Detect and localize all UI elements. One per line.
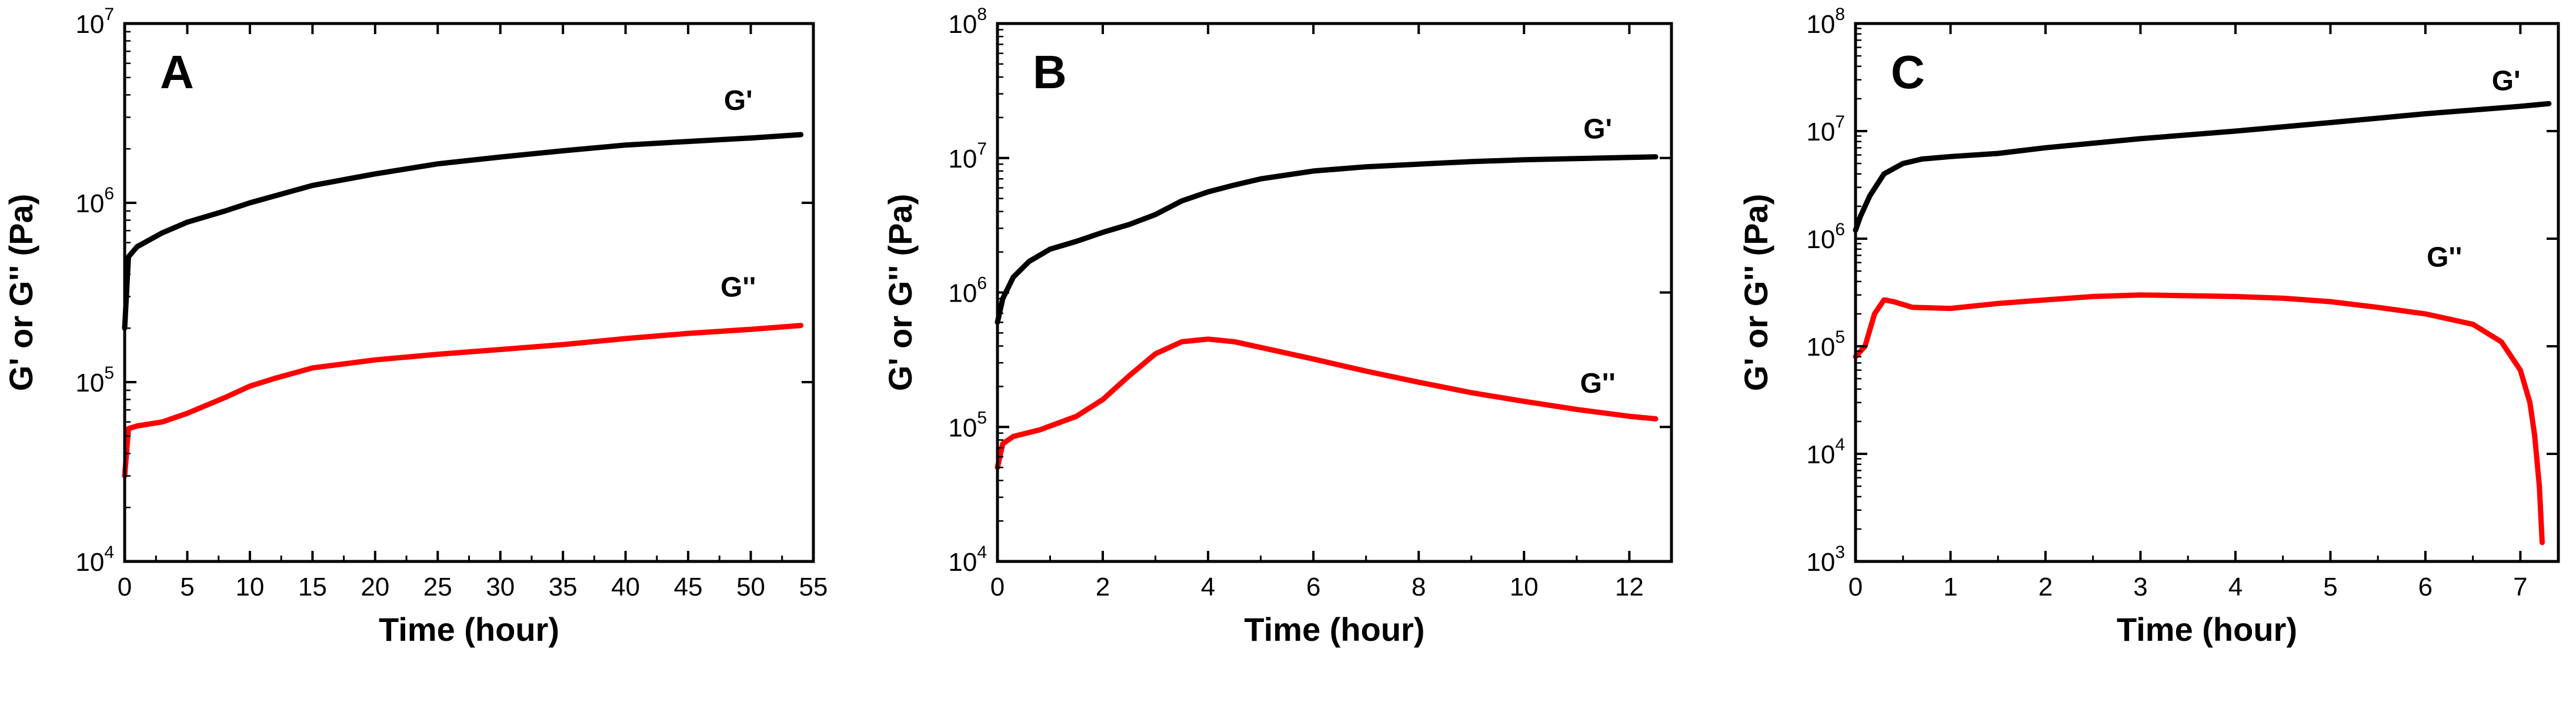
panel-label: B	[1033, 46, 1067, 98]
x-tick-label: 8	[1412, 573, 1426, 601]
plot-frame	[996, 22, 1673, 563]
x-axis-title: Time (hour)	[1244, 611, 1425, 648]
x-tick-label: 12	[1615, 573, 1644, 601]
x-axis-title: Time (hour)	[2117, 611, 2297, 648]
series-label-g-double-prime: G''	[2427, 242, 2462, 273]
x-tick-label: 50	[736, 573, 765, 601]
plot-frame	[123, 22, 815, 563]
y-tick-label: 106	[948, 274, 987, 308]
x-tick-label: 2	[1096, 573, 1110, 601]
series-label-g-double-prime: G''	[1580, 368, 1616, 399]
panel-label: A	[160, 46, 194, 98]
series-line-g-prime	[995, 154, 1659, 325]
series-line-g-prime	[122, 132, 804, 331]
x-tick-label: 0	[990, 573, 1005, 601]
y-tick-label: 105	[948, 408, 987, 442]
series-line-g-prime	[1853, 101, 2552, 233]
y-tick-label: 106	[1806, 220, 1845, 254]
series-label-g-prime: G'	[2492, 65, 2521, 96]
x-tick-label: 0	[1848, 573, 1863, 601]
panel-label: C	[1891, 46, 1925, 98]
x-tick-label: 0	[118, 573, 132, 601]
y-tick-label: 108	[1806, 5, 1845, 39]
x-tick-label: 3	[2133, 573, 2147, 601]
x-tick-label: 2	[2038, 573, 2053, 601]
y-tick-label: 105	[1806, 327, 1845, 362]
series-label-g-double-prime: G''	[720, 272, 756, 303]
series-label-g-prime: G'	[1583, 113, 1612, 145]
y-tick-label: 105	[75, 363, 114, 397]
x-tick-label: 20	[361, 573, 389, 601]
x-tick-label: 35	[549, 573, 578, 601]
x-tick-label: 45	[674, 573, 703, 601]
x-tick-label: 1	[1943, 573, 1957, 601]
panel-c: 0 1 2 3 4 5 6 7 103 104 105 106 107 108 C Time (hour) G'…	[1737, 5, 2560, 648]
x-tick-label: 4	[1201, 573, 1215, 601]
y-tick-label: 104	[1806, 435, 1845, 469]
series-line-g-double-prime	[995, 336, 1659, 470]
y-tick-label: 107	[75, 5, 114, 39]
y-tick-label: 107	[1806, 112, 1845, 146]
y-axis-title: G' or G'' (Pa)	[2, 194, 39, 392]
y-tick-label: 108	[948, 5, 987, 39]
plot-frame	[1854, 22, 2560, 563]
series-line-g-double-prime	[122, 323, 804, 479]
panel-b: 0 2 4 6 8 10 12 104 105 106 107 108 B Time (hour) G' o…	[882, 5, 1673, 648]
x-tick-label: 5	[2323, 573, 2337, 601]
series-label-g-prime: G'	[724, 85, 753, 116]
x-tick-label: 5	[180, 573, 194, 601]
x-tick-label: 6	[1306, 573, 1320, 601]
y-tick-label: 104	[948, 543, 987, 577]
y-tick-label: 106	[75, 184, 114, 218]
x-axis-title: Time (hour)	[379, 611, 559, 648]
series-line-g-double-prime	[1853, 292, 2545, 546]
x-tick-label: 6	[2418, 573, 2432, 601]
x-tick-label: 10	[235, 573, 264, 601]
y-tick-label: 107	[948, 139, 987, 173]
x-tick-label: 40	[611, 573, 640, 601]
x-tick-label: 15	[298, 573, 327, 601]
y-tick-label: 104	[75, 543, 114, 577]
y-axis-title: G' or G'' (Pa)	[1737, 194, 1774, 392]
x-tick-label: 55	[799, 573, 828, 601]
y-tick-label: 103	[1806, 543, 1845, 577]
x-tick-label: 4	[2228, 573, 2243, 601]
y-axis-title: G' or G'' (Pa)	[882, 194, 919, 392]
x-tick-label: 10	[1510, 573, 1539, 601]
panel-a: 0 5 10 15 20 25 30 35 40 45 50 55 104 105 106 107 A Time …	[2, 5, 827, 648]
x-tick-label: 25	[423, 573, 452, 601]
x-tick-label: 30	[486, 573, 515, 601]
x-tick-label: 7	[2513, 573, 2527, 601]
